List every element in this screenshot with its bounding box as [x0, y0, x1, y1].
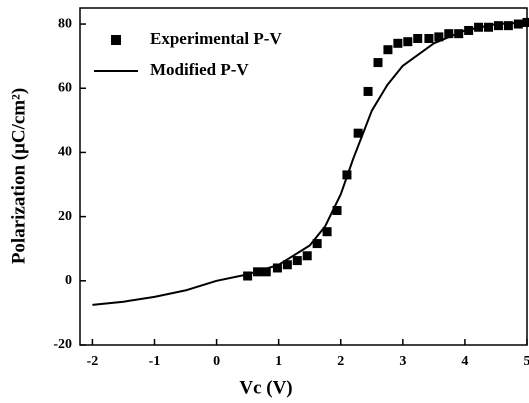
x-tick-label: -2: [87, 354, 99, 369]
data-point: [434, 32, 444, 42]
data-point: [292, 256, 302, 266]
data-point: [261, 267, 271, 277]
x-axis-label: Vc (V): [239, 377, 292, 398]
legend-label: Modified P-V: [150, 60, 249, 79]
legend-label: Experimental P-V: [150, 29, 282, 48]
data-point: [272, 263, 282, 273]
fit-line: [92, 21, 528, 306]
y-tick-label: 0: [65, 273, 72, 288]
data-point: [243, 271, 253, 281]
data-point: [424, 33, 434, 43]
data-point: [332, 206, 342, 216]
data-point: [403, 37, 413, 47]
data-point: [393, 38, 403, 48]
data-point: [363, 86, 373, 96]
x-tick-label: 0: [213, 354, 220, 369]
x-tick-label: 4: [461, 354, 468, 369]
data-point: [444, 29, 454, 39]
data-point: [312, 239, 322, 249]
y-tick-label: 60: [58, 80, 72, 95]
data-point: [413, 33, 423, 43]
x-tick-label: 2: [337, 354, 344, 369]
data-point: [383, 45, 393, 55]
data-point: [322, 227, 332, 237]
data-point: [513, 19, 523, 29]
y-tick-label: 20: [58, 209, 72, 224]
data-point: [493, 21, 503, 31]
data-point: [282, 260, 292, 270]
plot-frame: [79, 7, 528, 346]
x-tick-label: 3: [399, 354, 406, 369]
y-tick-label: -20: [53, 337, 72, 352]
x-tick-label: 1: [275, 354, 282, 369]
y-tick-label: 80: [58, 16, 72, 31]
y-tick-label: 40: [58, 145, 72, 160]
data-point: [503, 21, 513, 31]
y-axis-label: Polarization (μC/cm²): [8, 88, 29, 264]
data-point: [353, 128, 363, 138]
legend-marker: [111, 35, 121, 45]
x-tick-label: -1: [149, 354, 161, 369]
x-tick-label: 5: [524, 354, 529, 369]
data-point: [373, 58, 383, 68]
data-point: [484, 22, 494, 32]
data-point: [302, 251, 312, 261]
